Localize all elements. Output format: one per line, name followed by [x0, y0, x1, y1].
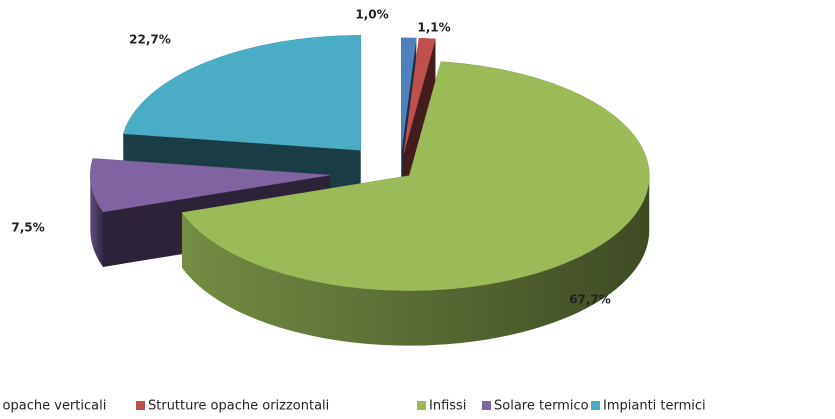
legend-label: Infissi — [429, 399, 466, 414]
slice-side — [181, 175, 650, 346]
slice — [181, 61, 650, 291]
data-label: 7,5% — [11, 221, 44, 235]
data-label: 1,0% — [355, 8, 388, 22]
legend-swatch — [136, 401, 145, 410]
legend-swatch — [417, 401, 426, 410]
legend-swatch — [591, 401, 600, 410]
legend-label: Strutture opache verticali — [0, 399, 106, 414]
slice — [122, 35, 361, 151]
data-label: 1,1% — [417, 21, 450, 35]
data-label: 67,7% — [569, 293, 611, 307]
slice — [90, 158, 331, 213]
data-label: 22,7% — [129, 33, 171, 47]
legend-label: Strutture opache orizzontali — [148, 399, 329, 414]
slice — [403, 37, 436, 153]
legend-label: Solare termico — [494, 399, 589, 414]
slice-side — [90, 175, 103, 267]
legend-swatch — [482, 401, 491, 410]
slice — [401, 37, 417, 153]
slice — [181, 61, 650, 346]
legend-label: Impianti termici — [603, 399, 706, 414]
